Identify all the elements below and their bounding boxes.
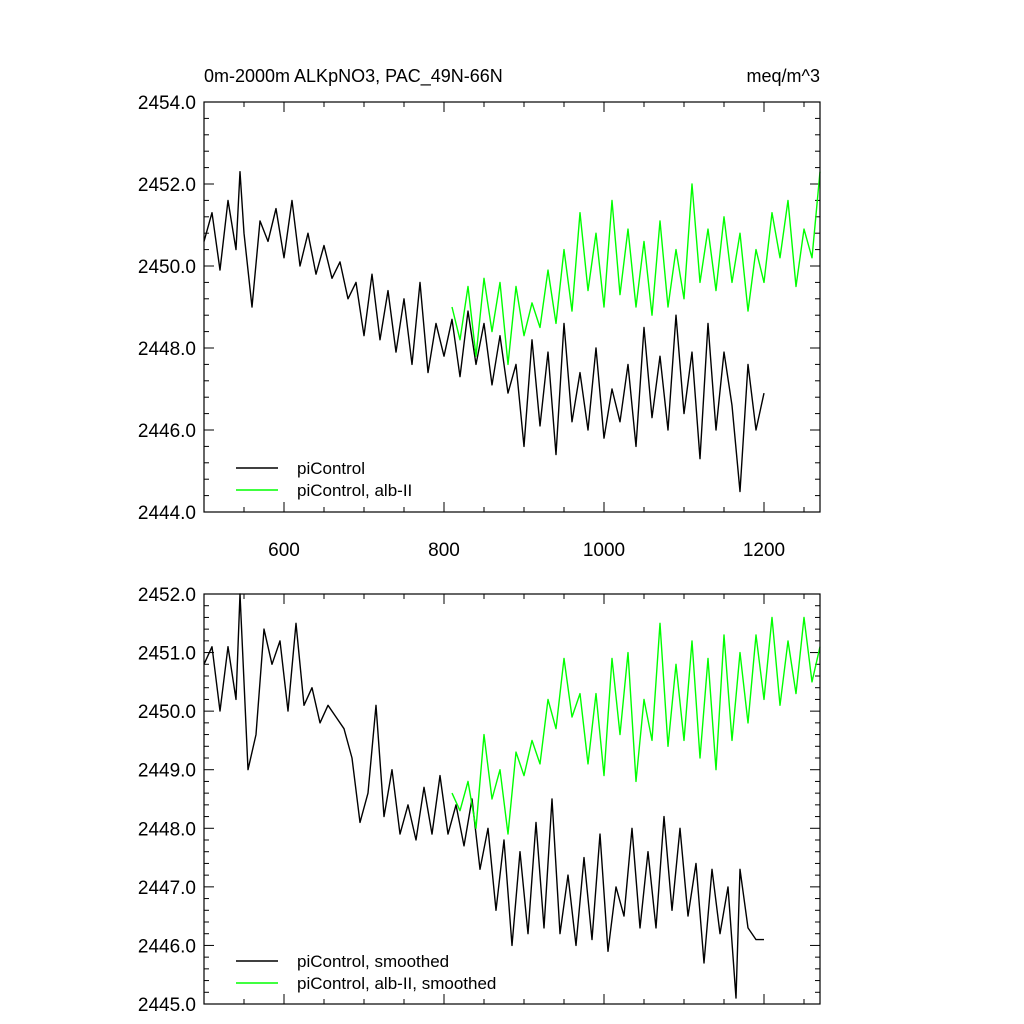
legend-label-alb-ii-smoothed: piControl, alb-II, smoothed (297, 974, 496, 993)
x-tick-label: 600 (268, 540, 300, 561)
chart-title: 0m-2000m ALKpNO3, PAC_49N-66N (204, 66, 503, 87)
bottom-ticks: 2445.0 2446.0 2447.0 2448.0 2449.0 2450.0 2451… (138, 585, 820, 1016)
y-tick-label: 2449.0 (138, 761, 196, 782)
top-plot-frame (203, 101, 821, 513)
y-tick-label: 2445.0 (138, 995, 196, 1016)
bottom-panel: 2445.0 2446.0 2447.0 2448.0 2449.0 2450.0 2451… (138, 585, 821, 1016)
top-panel: 0m-2000m ALKpNO3, PAC_49N-66N meq/m^3 24… (138, 66, 821, 561)
y-tick-label: 2452.0 (138, 175, 196, 196)
units-label: meq/m^3 (747, 66, 820, 86)
bottom-legend: piControl, smoothed piControl, alb-II, s… (236, 952, 496, 993)
y-tick-label: 2454.0 (138, 93, 196, 114)
top-series (203, 170, 821, 493)
x-tick-label: 1000 (583, 540, 625, 561)
series-line-alb-ii (451, 616, 821, 835)
series-line-picontrol (203, 170, 765, 493)
series-line-picontrol (203, 593, 764, 999)
series-line-alb-ii (451, 171, 821, 366)
bottom-series (203, 593, 821, 999)
top-legend: piControl piControl, alb-II (236, 459, 412, 500)
bottom-plot-frame (203, 593, 821, 1005)
y-tick-label: 2450.0 (138, 257, 196, 278)
top-ticks: 2444.0 2446.0 2448.0 2450.0 2452.0 2454.0 600 8… (138, 93, 820, 561)
legend-label-picontrol: piControl (297, 459, 365, 478)
y-tick-label: 2450.0 (138, 702, 196, 723)
y-tick-label: 2452.0 (138, 585, 196, 606)
y-tick-label: 2448.0 (138, 819, 196, 840)
y-tick-label: 2448.0 (138, 339, 196, 360)
y-tick-label: 2451.0 (138, 644, 196, 665)
x-tick-label: 1200 (743, 540, 785, 561)
x-tick-label: 800 (428, 540, 460, 561)
y-tick-label: 2446.0 (138, 936, 196, 957)
y-tick-label: 2444.0 (138, 503, 196, 524)
legend-label-alb-ii: piControl, alb-II (297, 481, 412, 500)
y-tick-label: 2446.0 (138, 421, 196, 442)
legend-label-picontrol-smoothed: piControl, smoothed (297, 952, 449, 971)
y-tick-label: 2447.0 (138, 878, 196, 899)
